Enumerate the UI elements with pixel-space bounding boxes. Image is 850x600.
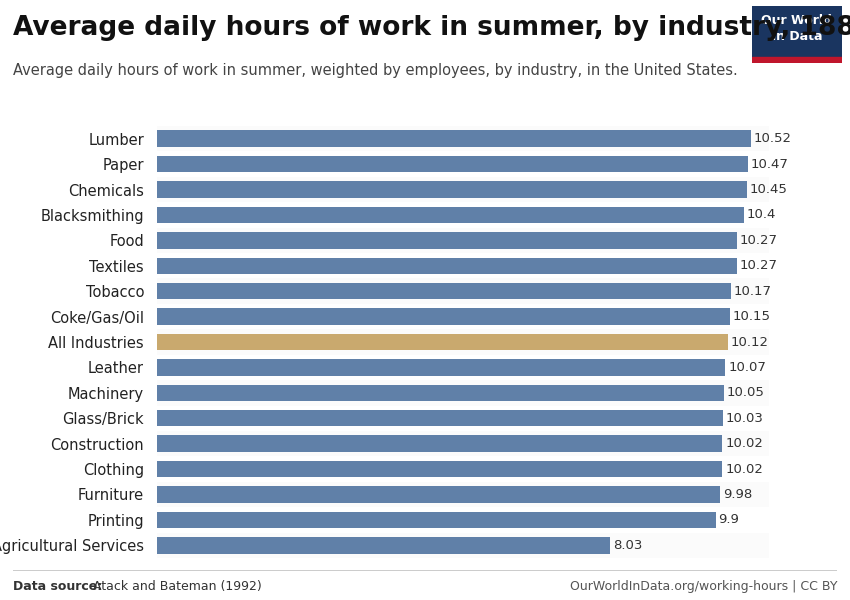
- Bar: [157, 177, 769, 202]
- Bar: [157, 380, 769, 406]
- Text: 10.27: 10.27: [740, 234, 778, 247]
- Bar: [157, 232, 737, 248]
- Bar: [157, 156, 748, 172]
- Bar: [157, 329, 769, 355]
- Text: Data source:: Data source:: [13, 580, 102, 593]
- Text: OurWorldInData.org/working-hours | CC BY: OurWorldInData.org/working-hours | CC BY: [570, 580, 837, 593]
- Text: Average daily hours of work in summer, by industry, 1880: Average daily hours of work in summer, b…: [13, 15, 850, 41]
- Bar: [157, 206, 744, 223]
- Text: 10.07: 10.07: [728, 361, 766, 374]
- Bar: [157, 308, 730, 325]
- Text: 10.02: 10.02: [725, 437, 763, 450]
- Bar: [157, 283, 731, 299]
- Bar: [157, 537, 610, 554]
- Bar: [157, 486, 720, 503]
- Bar: [157, 533, 769, 558]
- Bar: [157, 482, 769, 507]
- Text: 10.17: 10.17: [734, 284, 772, 298]
- Text: Our World
in Data: Our World in Data: [762, 14, 832, 43]
- Bar: [752, 57, 842, 63]
- Text: 10.03: 10.03: [726, 412, 763, 425]
- Text: Atack and Bateman (1992): Atack and Bateman (1992): [89, 580, 262, 593]
- Text: 10.52: 10.52: [753, 132, 791, 145]
- Bar: [157, 385, 724, 401]
- Text: 9.98: 9.98: [723, 488, 752, 501]
- Bar: [157, 181, 746, 198]
- Bar: [157, 278, 769, 304]
- Text: 10.05: 10.05: [727, 386, 765, 400]
- Bar: [157, 410, 723, 427]
- Text: 10.47: 10.47: [751, 158, 789, 170]
- Bar: [157, 431, 769, 457]
- Bar: [157, 257, 737, 274]
- Text: 8.03: 8.03: [613, 539, 643, 552]
- Text: Average daily hours of work in summer, weighted by employees, by industry, in th: Average daily hours of work in summer, w…: [13, 63, 738, 78]
- Text: 9.9: 9.9: [718, 514, 740, 526]
- Text: 10.02: 10.02: [725, 463, 763, 476]
- Bar: [157, 461, 722, 478]
- Bar: [157, 436, 722, 452]
- Bar: [157, 359, 725, 376]
- Text: 10.15: 10.15: [733, 310, 771, 323]
- Bar: [157, 126, 769, 151]
- Text: 10.4: 10.4: [746, 208, 776, 221]
- Bar: [157, 227, 769, 253]
- Text: 10.12: 10.12: [731, 335, 769, 349]
- Bar: [157, 512, 716, 528]
- Bar: [157, 130, 751, 147]
- Text: 10.45: 10.45: [750, 183, 787, 196]
- Text: 10.27: 10.27: [740, 259, 778, 272]
- Bar: [157, 334, 728, 350]
